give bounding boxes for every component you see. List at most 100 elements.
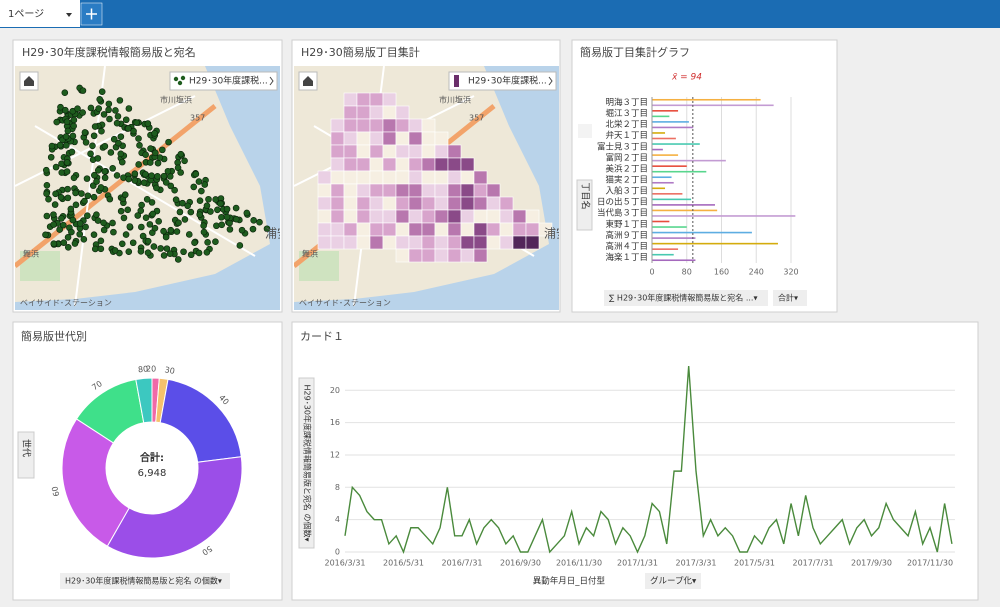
record-point: [136, 142, 142, 148]
map-label: 357: [469, 114, 484, 123]
record-point: [80, 110, 86, 116]
district-area: [370, 106, 383, 119]
district-area: [409, 210, 422, 223]
x-tick-label: 320: [783, 268, 798, 277]
district-area: [357, 132, 370, 145]
bar: [652, 132, 665, 134]
map-label: 舞浜: [302, 249, 318, 259]
bar: [652, 226, 687, 228]
district-area: [487, 223, 500, 236]
page-tab[interactable]: 1ページ: [0, 0, 80, 27]
map-legend-label[interactable]: H29･30年度課税...: [189, 75, 268, 87]
y-tick-label: 8: [335, 483, 340, 492]
y-tick-label: 高洲４丁目: [605, 241, 648, 252]
record-point: [57, 142, 63, 148]
district-area: [357, 210, 370, 223]
district-area: [474, 223, 487, 236]
x-tick-label: 2016/3/31: [324, 559, 365, 568]
record-point: [149, 173, 155, 179]
record-point: [182, 216, 188, 222]
axis-label[interactable]: 世代: [21, 439, 33, 457]
record-point: [101, 111, 107, 117]
district-area: [435, 210, 448, 223]
district-area: [435, 223, 448, 236]
card-title: H29･30年度課税情報簡易版と宛名: [22, 45, 196, 59]
district-area: [318, 184, 331, 197]
tab-label[interactable]: 1ページ: [8, 9, 44, 20]
record-point: [201, 223, 207, 229]
district-area: [344, 236, 357, 249]
district-area: [370, 236, 383, 249]
district-area: [474, 210, 487, 223]
record-point: [224, 206, 230, 212]
map-label: 市川塩浜: [160, 95, 192, 105]
record-point: [70, 217, 76, 223]
district-area: [357, 197, 370, 210]
district-area: [422, 249, 435, 262]
slice-label: 80: [138, 364, 149, 374]
x-tick-label: 2017/7/31: [792, 559, 833, 568]
record-point: [92, 246, 98, 252]
y-tick-label: 0: [335, 548, 340, 557]
control-button-label[interactable]: H29･30年度課税情報簡易版と宛名 の個数▾: [65, 576, 222, 586]
record-point: [168, 227, 174, 233]
record-point: [257, 219, 263, 225]
district-area: [513, 236, 526, 249]
bar: [652, 121, 689, 123]
record-point: [110, 165, 116, 171]
district-area: [370, 158, 383, 171]
record-point: [147, 221, 153, 227]
control-button-label[interactable]: 合計▾: [778, 293, 798, 303]
record-point: [53, 191, 59, 197]
x-tick-label: 0: [649, 268, 654, 277]
district-area: [513, 210, 526, 223]
district-area: [357, 106, 370, 119]
record-point: [61, 240, 67, 246]
record-point: [126, 249, 132, 255]
district-area: [461, 158, 474, 171]
control-button-label[interactable]: ∑ H29･30年度課税情報簡易版と宛名 ...▾: [609, 293, 758, 303]
control-button-label[interactable]: グループ化▾: [650, 576, 697, 587]
sort-control[interactable]: [578, 124, 592, 138]
district-area: [448, 249, 461, 262]
record-point: [121, 215, 127, 221]
record-point: [196, 250, 202, 256]
district-area: [461, 236, 474, 249]
x-tick-label: 2016/11/30: [556, 559, 602, 568]
map-legend-label[interactable]: H29･30年度課税...: [468, 75, 547, 87]
record-point: [65, 234, 71, 240]
bar: [652, 204, 715, 206]
district-area: [422, 145, 435, 158]
record-point: [71, 123, 77, 129]
bar: [652, 199, 691, 201]
axis-label[interactable]: 丁目名: [580, 182, 592, 209]
record-point: [70, 133, 76, 139]
district-area: [318, 223, 331, 236]
district-area: [331, 210, 344, 223]
record-point: [138, 248, 144, 254]
record-point: [43, 167, 49, 173]
map-label: 市川塩浜: [439, 95, 471, 105]
record-point: [73, 190, 79, 196]
record-point: [161, 228, 167, 234]
record-point: [75, 106, 81, 112]
y-tick-label: 当代島３丁目: [597, 208, 648, 219]
record-point: [83, 139, 89, 145]
district-area: [383, 184, 396, 197]
record-point: [53, 164, 59, 170]
bar: [652, 160, 726, 162]
record-point: [165, 168, 171, 174]
record-point: [197, 198, 203, 204]
district-area: [357, 145, 370, 158]
x-tick-label: 2017/1/31: [617, 559, 658, 568]
y-axis-title[interactable]: H29･30年度課税情報簡易版と宛名 の個数▾: [303, 385, 313, 542]
district-area: [409, 158, 422, 171]
y-tick-label: 日の出５丁目: [597, 197, 648, 208]
record-point: [130, 240, 136, 246]
record-point: [192, 240, 198, 246]
district-area: [435, 171, 448, 184]
district-area: [409, 197, 422, 210]
district-area: [448, 158, 461, 171]
legend-symbol: [178, 81, 182, 85]
record-point: [62, 107, 68, 113]
